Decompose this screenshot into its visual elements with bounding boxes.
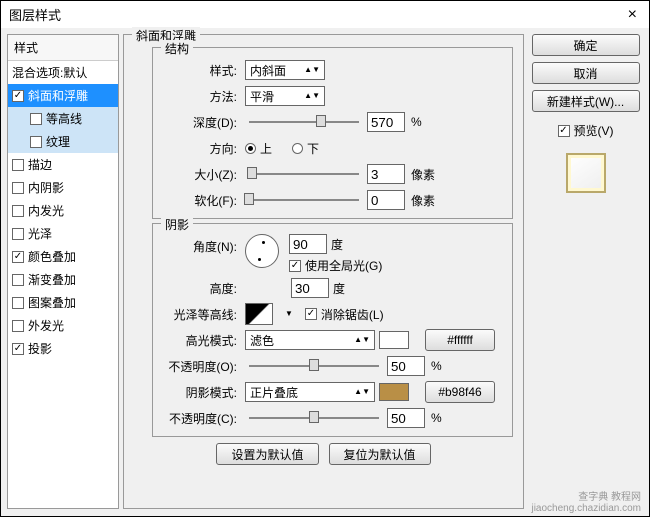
depth-slider[interactable] — [249, 121, 359, 123]
ok-button[interactable]: 确定 — [532, 34, 640, 56]
altitude-input[interactable] — [291, 278, 329, 298]
sidebar-item[interactable]: 等高线 — [8, 107, 118, 130]
layer-style-dialog: 图层样式 × 样式 混合选项:默认 斜面和浮雕等高线纹理描边内阴影内发光光泽颜色… — [0, 0, 650, 517]
sidebar-item[interactable]: 光泽 — [8, 222, 118, 245]
shadow-color-value[interactable]: #b98f46 — [425, 381, 495, 403]
title-bar: 图层样式 × — [1, 1, 649, 28]
method-select[interactable]: 平滑▲▼ — [245, 86, 325, 106]
sidebar-header: 样式 — [8, 35, 118, 61]
angle-input[interactable] — [289, 234, 327, 254]
sidebar-item[interactable]: 渐变叠加 — [8, 268, 118, 291]
highlight-mode-select[interactable]: 滤色▲▼ — [245, 330, 375, 350]
close-icon[interactable]: × — [624, 6, 641, 24]
direction-up-radio[interactable] — [245, 143, 256, 154]
style-checkbox[interactable] — [12, 320, 24, 332]
shadow-mode-select[interactable]: 正片叠底▲▼ — [245, 382, 375, 402]
bevel-emboss-panel: 斜面和浮雕 结构 样式: 内斜面▲▼ 方法: 平滑▲▼ 深度(D): — [123, 34, 524, 509]
reset-default-button[interactable]: 复位为默认值 — [329, 443, 431, 465]
style-checkbox[interactable] — [12, 251, 24, 263]
highlight-opacity-slider[interactable] — [249, 365, 379, 367]
sidebar-item[interactable]: 斜面和浮雕 — [8, 84, 118, 107]
make-default-button[interactable]: 设置为默认值 — [216, 443, 318, 465]
style-checkbox[interactable] — [12, 205, 24, 217]
depth-input[interactable] — [367, 112, 405, 132]
sidebar-item[interactable]: 描边 — [8, 153, 118, 176]
size-input[interactable] — [367, 164, 405, 184]
sidebar-item[interactable]: 内阴影 — [8, 176, 118, 199]
soften-input[interactable] — [367, 190, 405, 210]
right-panel: 确定 取消 新建样式(W)... 预览(V) — [528, 34, 643, 509]
style-checkbox[interactable] — [12, 343, 24, 355]
style-select[interactable]: 内斜面▲▼ — [245, 60, 325, 80]
style-checkbox[interactable] — [30, 136, 42, 148]
watermark: 查字典 教程网 jiaocheng.chazidian.com — [531, 492, 641, 514]
styles-sidebar: 样式 混合选项:默认 斜面和浮雕等高线纹理描边内阴影内发光光泽颜色叠加渐变叠加图… — [7, 34, 119, 509]
shading-group: 阴影 角度(N): 度 — [152, 223, 513, 437]
style-checkbox[interactable] — [12, 228, 24, 240]
style-checkbox[interactable] — [30, 113, 42, 125]
gloss-contour-swatch[interactable] — [245, 303, 273, 325]
style-checkbox[interactable] — [12, 297, 24, 309]
sidebar-item[interactable]: 颜色叠加 — [8, 245, 118, 268]
direction-down-radio[interactable] — [292, 143, 303, 154]
antialias-checkbox[interactable] — [305, 308, 317, 320]
sidebar-item[interactable]: 投影 — [8, 337, 118, 360]
global-light-checkbox[interactable] — [289, 260, 301, 272]
new-style-button[interactable]: 新建样式(W)... — [532, 90, 640, 112]
shadow-color-swatch[interactable] — [379, 383, 409, 401]
angle-wheel[interactable] — [245, 234, 279, 268]
size-slider[interactable] — [249, 173, 359, 175]
preview-checkbox[interactable] — [558, 125, 570, 137]
sidebar-item[interactable]: 外发光 — [8, 314, 118, 337]
soften-slider[interactable] — [249, 199, 359, 201]
highlight-opacity-input[interactable] — [387, 356, 425, 376]
style-checkbox[interactable] — [12, 182, 24, 194]
shadow-opacity-input[interactable] — [387, 408, 425, 428]
style-checkbox[interactable] — [12, 90, 24, 102]
sidebar-item[interactable]: 内发光 — [8, 199, 118, 222]
sidebar-item[interactable]: 图案叠加 — [8, 291, 118, 314]
blend-options-default[interactable]: 混合选项:默认 — [8, 61, 118, 84]
structure-group: 结构 样式: 内斜面▲▼ 方法: 平滑▲▼ 深度(D): % — [152, 47, 513, 219]
style-checkbox[interactable] — [12, 274, 24, 286]
sidebar-item[interactable]: 纹理 — [8, 130, 118, 153]
highlight-color-value[interactable]: #ffffff — [425, 329, 495, 351]
style-checkbox[interactable] — [12, 159, 24, 171]
cancel-button[interactable]: 取消 — [532, 62, 640, 84]
shadow-opacity-slider[interactable] — [249, 417, 379, 419]
dialog-title: 图层样式 — [9, 5, 61, 24]
main-panel: 斜面和浮雕 结构 样式: 内斜面▲▼ 方法: 平滑▲▼ 深度(D): — [123, 34, 524, 509]
highlight-color-swatch[interactable] — [379, 331, 409, 349]
preview-thumbnail — [566, 153, 606, 193]
